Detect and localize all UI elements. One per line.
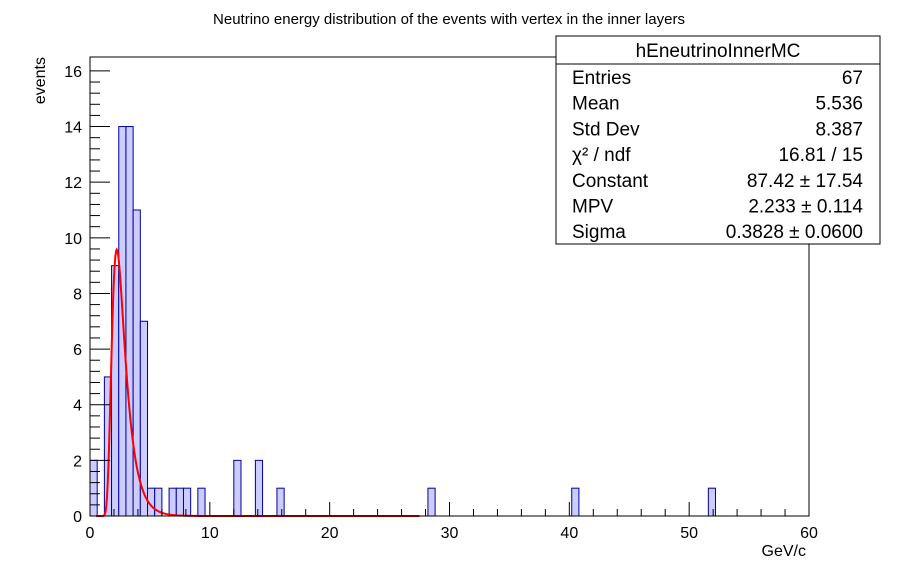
y-tick-label: 12: [64, 175, 82, 192]
y-tick-label: 16: [64, 64, 82, 81]
stats-row-value: 8.387: [815, 119, 863, 140]
stats-row-label: Constant: [572, 171, 649, 192]
histogram-bin: [276, 487, 285, 517]
histogram-bin: [571, 487, 580, 517]
y-tick-label: 4: [73, 398, 82, 415]
stats-box-title: hEneutrinoInnerMC: [636, 41, 801, 62]
stats-row-value: 5.536: [815, 94, 863, 115]
y-tick-label: 8: [73, 286, 82, 303]
chart-title: Neutrino energy distribution of the even…: [213, 11, 685, 28]
y-tick-label: 10: [64, 231, 82, 248]
histogram-bin: [168, 487, 177, 517]
stats-row-label: Entries: [572, 68, 631, 89]
histogram-bin: [175, 487, 184, 517]
histogram-bin: [707, 487, 717, 517]
axis-ticks: [89, 70, 810, 517]
stats-row-value: 67: [842, 68, 863, 89]
x-tick-label: 20: [321, 525, 339, 542]
stats-row-label: Mean: [572, 94, 620, 115]
y-axis-label: events: [32, 57, 49, 104]
stats-row-label: Sigma: [572, 222, 626, 243]
y-tick-label: 0: [73, 509, 82, 526]
x-tick-label: 0: [86, 525, 95, 542]
histogram-bin: [89, 459, 98, 517]
histogram-bin: [197, 487, 206, 517]
stats-row-label: χ² / ndf: [572, 145, 631, 166]
histogram-bin: [427, 487, 436, 517]
x-axis-label: GeV/c: [762, 543, 806, 560]
stats-row-label: Std Dev: [572, 119, 640, 140]
stats-row-label: MPV: [572, 197, 614, 218]
x-tick-label: 10: [201, 525, 219, 542]
histogram-bin: [182, 487, 192, 517]
y-tick-label: 14: [64, 120, 82, 137]
stats-row-value: 0.3828 ± 0.0600: [726, 222, 863, 243]
stats-row-value: 2.233 ± 0.114: [748, 197, 863, 218]
x-tick-label: 50: [680, 525, 698, 542]
histogram-bin: [254, 459, 264, 517]
histogram-bin: [125, 126, 134, 517]
stats-row-value: 16.81 / 15: [778, 145, 863, 166]
y-tick-label: 2: [73, 453, 82, 470]
axis-tick-labels: 0 10 20 30 40 50 60 0 2 4 6 8 10 12 14 16: [64, 64, 818, 542]
x-tick-label: 60: [800, 525, 818, 542]
x-tick-label: 30: [441, 525, 459, 542]
y-tick-label: 6: [73, 342, 82, 359]
stats-box-frame: [555, 35, 881, 245]
histogram-bin: [233, 459, 242, 517]
x-tick-label: 40: [560, 525, 578, 542]
stats-row-value: 87.42 ± 17.54: [747, 171, 864, 192]
